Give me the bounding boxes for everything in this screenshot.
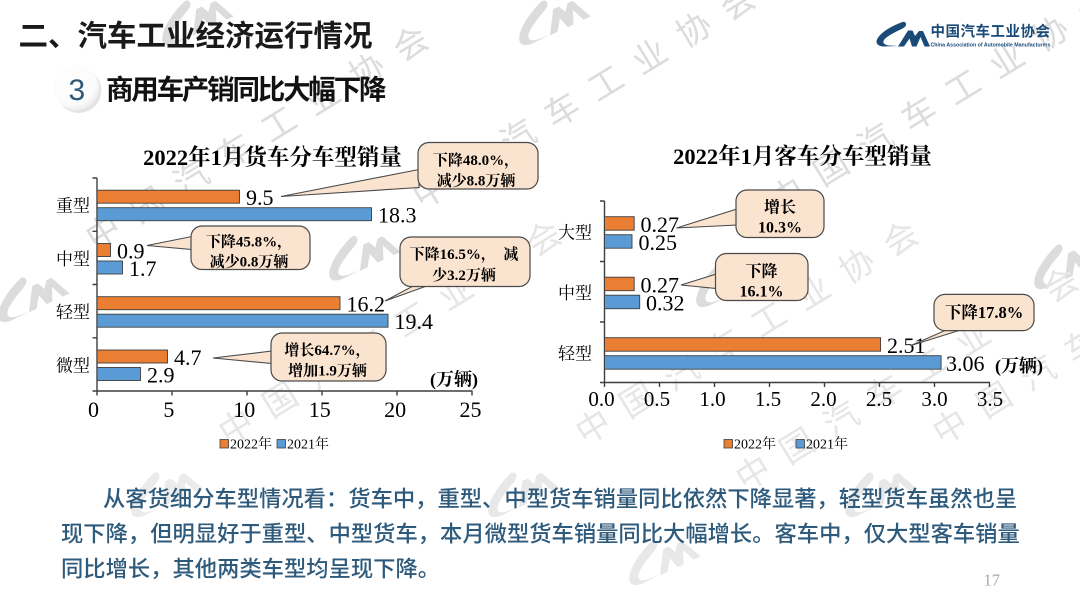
svg-text:0.27: 0.27 (641, 273, 680, 298)
svg-text:下降17.8%: 下降17.8% (945, 303, 1023, 322)
svg-text:增加1.9万辆: 增加1.9万辆 (288, 363, 367, 380)
svg-text:18.3: 18.3 (378, 203, 417, 228)
svg-text:4.7: 4.7 (174, 345, 202, 370)
svg-text:2022年1月客车分车型销量: 2022年1月客车分车型销量 (673, 143, 932, 169)
svg-text:下降48.0%，: 下降48.0%， (433, 151, 519, 170)
svg-text:0.32: 0.32 (646, 291, 685, 316)
svg-text:减少8.8万辆: 减少8.8万辆 (437, 172, 516, 190)
svg-text:2.5: 2.5 (866, 387, 892, 411)
svg-text:下降: 下降 (745, 262, 777, 281)
svg-text:从客货细分车型情况看：货车中，重型、中型货车销量同比依然下降: 从客货细分车型情况看：货车中，重型、中型货车销量同比依然下降显著，轻型货车虽然也… (103, 486, 1017, 512)
svg-text:15: 15 (309, 397, 331, 422)
svg-text:2022年: 2022年 (230, 436, 272, 453)
svg-text:下降45.8%，: 下降45.8%， (206, 233, 292, 252)
svg-text:0.25: 0.25 (639, 230, 678, 255)
svg-text:中型: 中型 (558, 284, 592, 303)
svg-text:二、汽车工业经济运行情况: 二、汽车工业经济运行情况 (19, 20, 373, 53)
svg-text:减少0.8万辆: 减少0.8万辆 (210, 253, 289, 271)
svg-text:0.9: 0.9 (117, 239, 145, 264)
svg-text:10: 10 (233, 397, 255, 422)
svg-text:中型: 中型 (56, 250, 90, 269)
svg-text:3.06: 3.06 (946, 351, 985, 376)
svg-text:2021年: 2021年 (287, 436, 329, 453)
svg-text:3.0: 3.0 (921, 387, 947, 411)
svg-text:0.27: 0.27 (641, 212, 680, 237)
svg-text:重型: 重型 (56, 197, 90, 216)
svg-text:增长: 增长 (764, 199, 796, 217)
svg-text:0.5: 0.5 (644, 387, 670, 411)
svg-text:2022年: 2022年 (734, 436, 776, 453)
svg-text:(万辆): (万辆) (995, 356, 1043, 377)
svg-text:轻型: 轻型 (56, 303, 90, 322)
svg-text:2021年: 2021年 (806, 436, 848, 453)
svg-text:16.2: 16.2 (347, 292, 386, 317)
svg-text:19.4: 19.4 (395, 309, 434, 334)
svg-text:0: 0 (88, 397, 99, 422)
svg-text:少3.2万辆: 少3.2万辆 (432, 266, 496, 284)
svg-text:同比增长，其他两类车型均呈现下降。: 同比增长，其他两类车型均呈现下降。 (61, 557, 440, 582)
svg-text:20: 20 (384, 397, 406, 422)
svg-text:25: 25 (460, 397, 482, 422)
svg-text:0.0: 0.0 (588, 387, 614, 411)
svg-text:China Association of Automobil: China Association of Automobile Manufact… (931, 43, 1051, 49)
svg-text:2.51: 2.51 (887, 333, 926, 358)
svg-text:3.5: 3.5 (977, 387, 1003, 411)
svg-text:下降16.5%， 减: 下降16.5%， 减 (410, 245, 519, 264)
svg-text:3: 3 (68, 74, 85, 107)
svg-text:1.5: 1.5 (755, 387, 781, 411)
svg-text:中国汽车工业协会: 中国汽车工业协会 (931, 23, 1051, 41)
svg-text:现下降，但明显好于重型、中型货车，本月微型货车销量同比大幅增: 现下降，但明显好于重型、中型货车，本月微型货车销量同比大幅增长。客车中，仅大型客… (61, 522, 1020, 547)
svg-text:大型: 大型 (558, 224, 592, 243)
svg-text:轻型: 轻型 (558, 345, 592, 364)
svg-text:10.3%: 10.3% (758, 220, 802, 237)
svg-text:商用车产销同比大幅下降: 商用车产销同比大幅下降 (106, 74, 387, 105)
svg-text:2.0: 2.0 (810, 387, 836, 411)
svg-text:1.7: 1.7 (129, 256, 157, 281)
svg-text:微型: 微型 (56, 356, 90, 375)
svg-text:9.5: 9.5 (246, 185, 274, 210)
svg-text:增长64.7%，: 增长64.7%， (284, 342, 370, 360)
svg-text:17: 17 (984, 571, 1001, 590)
svg-text:5: 5 (163, 397, 174, 422)
svg-text:1.0: 1.0 (699, 387, 725, 411)
svg-text:16.1%: 16.1% (740, 284, 784, 301)
svg-text:2.9: 2.9 (147, 363, 175, 388)
svg-text:(万辆): (万辆) (430, 370, 478, 391)
svg-text:2022年1月货车分车型销量: 2022年1月货车分车型销量 (143, 144, 402, 170)
